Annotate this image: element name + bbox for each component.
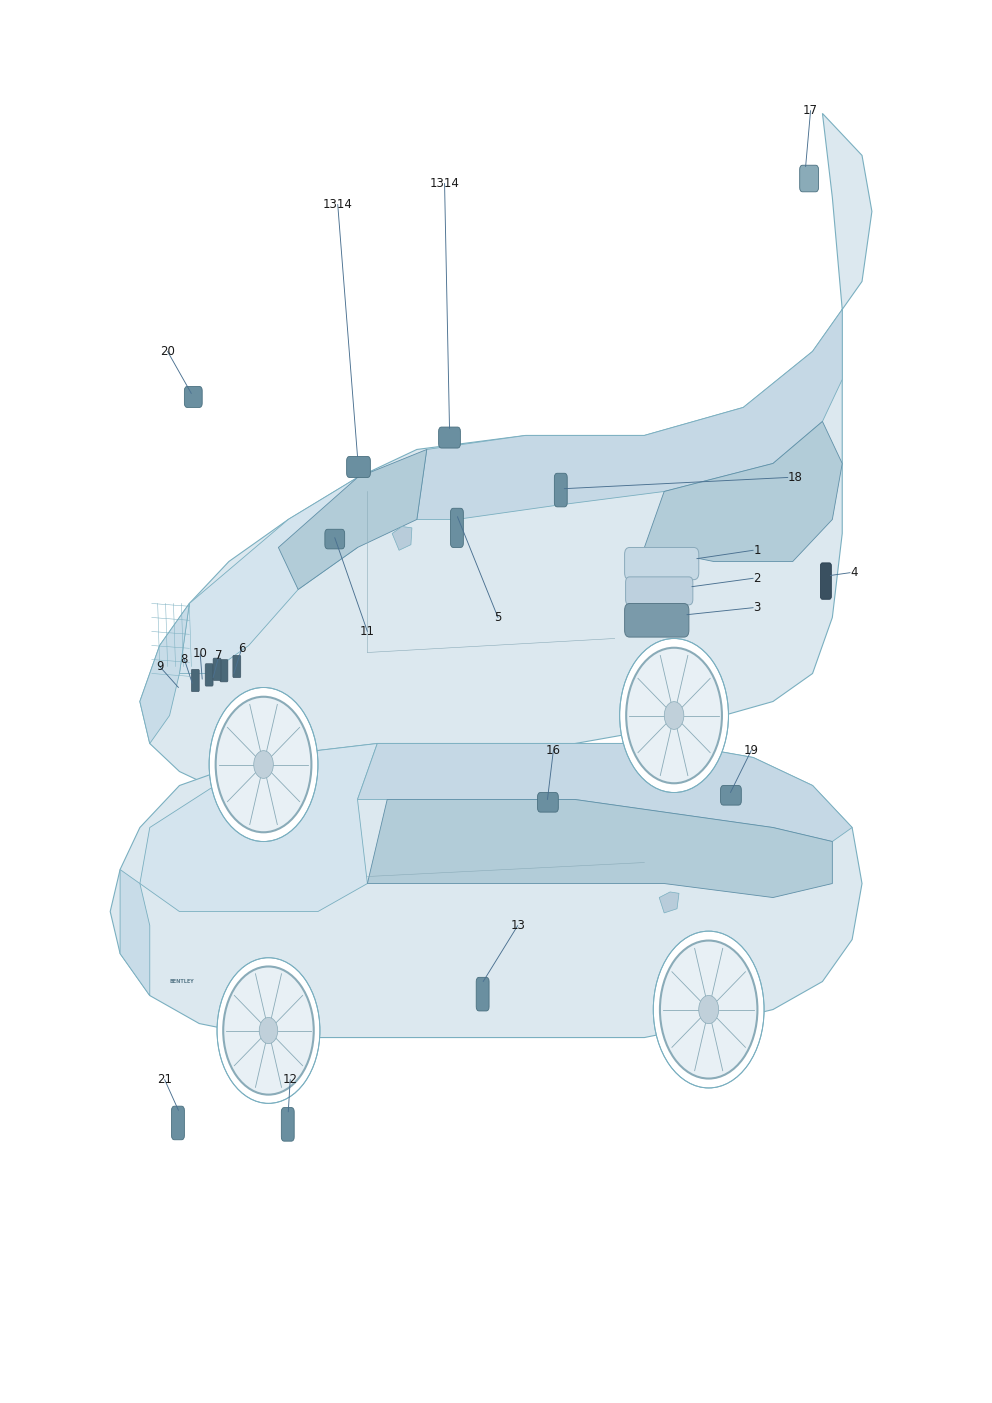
Text: 17: 17	[804, 104, 818, 116]
Text: 21: 21	[157, 1073, 172, 1086]
Circle shape	[620, 638, 728, 793]
FancyBboxPatch shape	[538, 793, 558, 812]
Text: 11: 11	[360, 624, 375, 638]
Polygon shape	[417, 310, 842, 519]
FancyBboxPatch shape	[282, 1107, 295, 1141]
Circle shape	[254, 751, 274, 779]
Text: 19: 19	[744, 744, 759, 758]
Circle shape	[215, 697, 311, 832]
FancyBboxPatch shape	[800, 166, 818, 192]
FancyBboxPatch shape	[185, 386, 202, 407]
FancyBboxPatch shape	[213, 658, 221, 680]
Text: 1314: 1314	[430, 177, 459, 189]
Text: 4: 4	[850, 567, 858, 579]
FancyBboxPatch shape	[820, 563, 831, 599]
FancyBboxPatch shape	[450, 508, 463, 547]
Polygon shape	[140, 744, 377, 912]
Circle shape	[259, 1017, 278, 1044]
Text: 6: 6	[238, 641, 245, 655]
FancyBboxPatch shape	[220, 659, 228, 682]
Circle shape	[223, 967, 313, 1094]
FancyBboxPatch shape	[626, 577, 692, 605]
Text: 5: 5	[494, 610, 502, 624]
FancyBboxPatch shape	[625, 547, 698, 579]
Polygon shape	[120, 870, 150, 996]
FancyBboxPatch shape	[476, 978, 489, 1012]
Circle shape	[217, 958, 319, 1103]
Polygon shape	[357, 744, 852, 842]
FancyBboxPatch shape	[555, 473, 567, 506]
Text: 18: 18	[788, 471, 803, 484]
Text: 12: 12	[283, 1073, 298, 1086]
Text: BENTLEY: BENTLEY	[170, 979, 194, 984]
Text: 8: 8	[181, 652, 188, 666]
Polygon shape	[140, 114, 872, 800]
Polygon shape	[140, 603, 189, 744]
Text: 2: 2	[753, 572, 761, 585]
FancyBboxPatch shape	[205, 664, 213, 686]
Circle shape	[660, 940, 758, 1079]
Circle shape	[654, 932, 764, 1087]
Text: 16: 16	[546, 744, 560, 758]
Circle shape	[698, 996, 718, 1024]
FancyBboxPatch shape	[720, 786, 741, 805]
Text: 9: 9	[156, 659, 164, 673]
FancyBboxPatch shape	[233, 655, 241, 678]
Polygon shape	[392, 526, 412, 550]
Text: 13: 13	[510, 919, 525, 932]
Polygon shape	[660, 892, 679, 913]
Circle shape	[665, 702, 683, 730]
Text: 3: 3	[753, 600, 761, 615]
FancyBboxPatch shape	[438, 427, 460, 448]
FancyBboxPatch shape	[324, 529, 344, 549]
Circle shape	[626, 648, 722, 783]
Polygon shape	[279, 449, 427, 589]
FancyBboxPatch shape	[346, 456, 370, 477]
Polygon shape	[367, 800, 832, 898]
Text: 20: 20	[160, 345, 175, 358]
FancyBboxPatch shape	[191, 669, 199, 692]
Circle shape	[209, 687, 318, 842]
Polygon shape	[645, 421, 842, 561]
Polygon shape	[110, 744, 862, 1038]
Text: 1314: 1314	[322, 198, 353, 210]
Text: 10: 10	[192, 647, 207, 661]
Text: 7: 7	[215, 648, 223, 662]
FancyBboxPatch shape	[625, 603, 688, 637]
FancyBboxPatch shape	[172, 1106, 185, 1139]
Text: 1: 1	[753, 544, 761, 557]
Polygon shape	[180, 477, 357, 673]
